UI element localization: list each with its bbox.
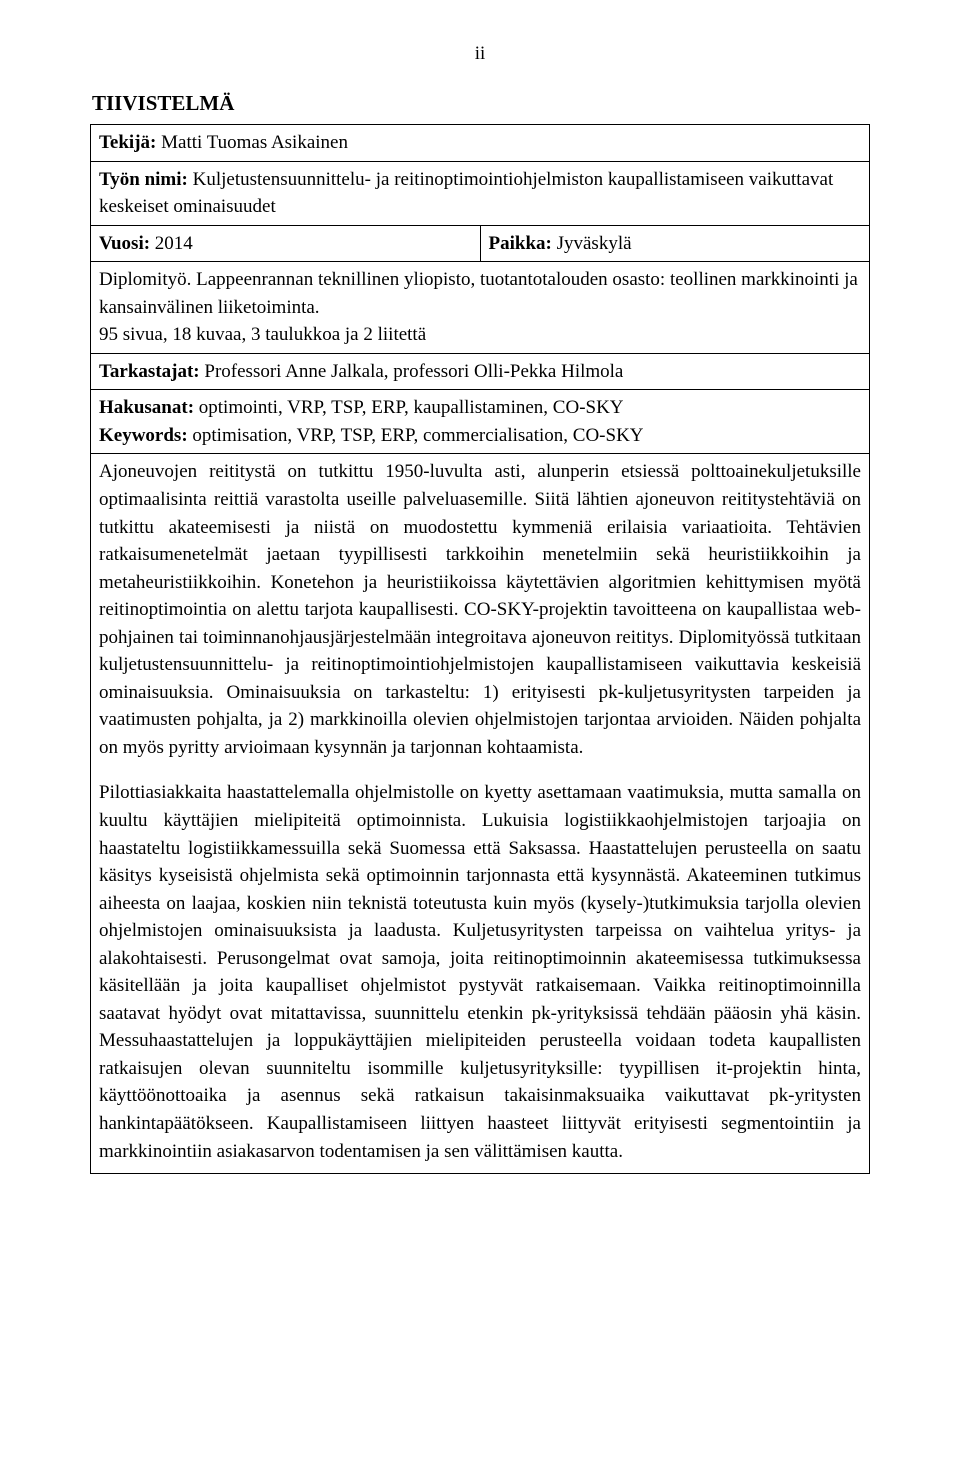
reviewers-value: Professori Anne Jalkala, professori Olli…: [204, 361, 623, 382]
keywords-line: Keywords: optimisation, VRP, TSP, ERP, c…: [99, 422, 861, 450]
place-label: Paikka:: [489, 233, 552, 254]
abstract-p1: Ajoneuvojen reititystä on tutkittu 1950-…: [99, 458, 861, 761]
place-cell: Paikka: Jyväskylä: [480, 225, 870, 262]
hakusanat-line: Hakusanat: optimointi, VRP, TSP, ERP, ka…: [99, 394, 861, 422]
page-number-roman: ii: [90, 40, 870, 68]
table-row: Hakusanat: optimointi, VRP, TSP, ERP, ka…: [91, 390, 870, 454]
table-row: Vuosi: 2014 Paikka: Jyväskylä: [91, 225, 870, 262]
workname-cell: Työn nimi: Kuljetustensuunnittelu- ja re…: [91, 161, 870, 225]
keywords-cell: Hakusanat: optimointi, VRP, TSP, ERP, ka…: [91, 390, 870, 454]
hakusanat-value: optimointi, VRP, TSP, ERP, kaupallistami…: [199, 397, 624, 418]
reviewers-cell: Tarkastajat: Professori Anne Jalkala, pr…: [91, 353, 870, 390]
thesis-line: Diplomityö. Lappeenrannan teknillinen yl…: [99, 266, 861, 321]
hakusanat-label: Hakusanat:: [99, 397, 194, 418]
keywords-value: optimisation, VRP, TSP, ERP, commerciali…: [192, 425, 643, 446]
year-label: Vuosi:: [99, 233, 150, 254]
workname-value: Kuljetustensuunnittelu- ja reitinoptimoi…: [99, 169, 833, 218]
metadata-table: Tekijä: Matti Tuomas Asikainen Työn nimi…: [90, 124, 870, 1174]
abstract-p2: Pilottiasiakkaita haastattelemalla ohjel…: [99, 779, 861, 1165]
abstract-cell: Ajoneuvojen reititystä on tutkittu 1950-…: [91, 454, 870, 1174]
year-value: 2014: [155, 233, 193, 254]
table-row: Työn nimi: Kuljetustensuunnittelu- ja re…: [91, 161, 870, 225]
table-row: Tekijä: Matti Tuomas Asikainen: [91, 124, 870, 161]
thesis-cell: Diplomityö. Lappeenrannan teknillinen yl…: [91, 262, 870, 354]
table-row: Diplomityö. Lappeenrannan teknillinen yl…: [91, 262, 870, 354]
table-row: Tarkastajat: Professori Anne Jalkala, pr…: [91, 353, 870, 390]
author-label: Tekijä:: [99, 132, 156, 153]
pages-line: 95 sivua, 18 kuvaa, 3 taulukkoa ja 2 lii…: [99, 321, 861, 349]
reviewers-label: Tarkastajat:: [99, 361, 200, 382]
page: ii TIIVISTELMÄ Tekijä: Matti Tuomas Asik…: [0, 0, 960, 1234]
author-value: Matti Tuomas Asikainen: [161, 132, 348, 153]
place-value: Jyväskylä: [557, 233, 632, 254]
table-row: Ajoneuvojen reititystä on tutkittu 1950-…: [91, 454, 870, 1174]
abstract-title: TIIVISTELMÄ: [92, 88, 870, 118]
author-cell: Tekijä: Matti Tuomas Asikainen: [91, 124, 870, 161]
year-cell: Vuosi: 2014: [91, 225, 481, 262]
keywords-label: Keywords:: [99, 425, 188, 446]
workname-label: Työn nimi:: [99, 169, 188, 190]
